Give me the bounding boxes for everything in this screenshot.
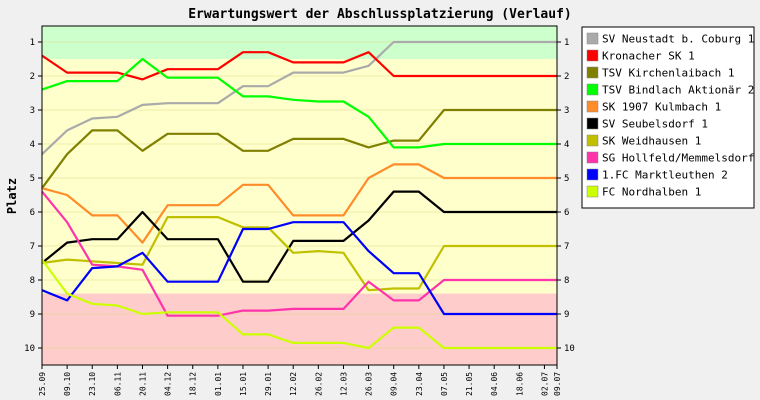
y-tick-label: 6	[564, 208, 569, 218]
y-tick-label: 3	[30, 106, 35, 116]
y-tick-label: 4	[564, 140, 569, 150]
x-tick-label: 18.12	[189, 372, 198, 396]
plot-frame	[41, 25, 558, 366]
legend-entry: SG Hollfeld/Memmelsdorf 1	[602, 152, 760, 165]
x-tick-label: 20.11	[138, 372, 147, 396]
legend-entry: Kronacher SK 1	[602, 50, 695, 63]
y-tick-label: 5	[30, 174, 35, 184]
legend-swatch	[586, 134, 599, 147]
series-line	[41, 108, 557, 189]
y-ticks-left: 1 2 3 4 5 6 7 8 9 10	[24, 38, 42, 354]
legend-swatch	[586, 117, 599, 130]
y-tick-label: 4	[30, 140, 35, 150]
y-tick-label: 8	[30, 276, 35, 286]
x-tick-label: 01.01	[214, 372, 223, 396]
x-tick-label: 26.03	[365, 372, 374, 396]
legend-entry: FC Nordhalben 1	[602, 186, 701, 199]
x-tick-label: 04.12	[164, 372, 173, 396]
x-tick-label: 04.06	[490, 372, 499, 396]
legend-swatch	[586, 32, 599, 45]
y-tick-label: 9	[564, 310, 569, 320]
legend-swatch	[586, 49, 599, 62]
legend-entry: TSV Kirchenlaibach 1	[602, 67, 734, 80]
series-line	[41, 163, 557, 244]
chart-title: Erwartungswert der Abschlussplatzierung …	[188, 7, 572, 22]
y-tick-label: 10	[564, 344, 575, 354]
legend-box	[581, 26, 755, 209]
x-tick-label: 29.01	[264, 372, 273, 396]
legend-swatch	[586, 66, 599, 79]
legend-swatch	[586, 151, 599, 164]
legend-swatch	[586, 100, 599, 113]
x-tick-label: 26.02	[314, 372, 323, 396]
y-tick-label: 1	[564, 38, 569, 48]
y-ticks-right: 1 2 3 4 5 6 7 8 9 10	[557, 38, 575, 354]
x-tick-label: 09.04	[390, 372, 399, 396]
legend-entry: 1.FC Marktleuthen 2	[602, 169, 728, 182]
series-line	[41, 40, 557, 155]
legend-swatch	[586, 83, 599, 96]
legend-entry: TSV Bindlach Aktionär 2	[602, 84, 754, 97]
series-line	[41, 190, 557, 283]
series-line	[41, 57, 557, 149]
x-tick-label: 12.02	[289, 372, 298, 396]
x-tick-label: 21.05	[465, 372, 474, 396]
y-tick-label: 6	[30, 208, 35, 218]
y-tick-label: 3	[564, 106, 569, 116]
y-axis-label: Platz	[5, 178, 19, 214]
y-tick-label: 8	[564, 276, 569, 286]
x-tick-label: 18.06	[515, 372, 524, 396]
series-line	[41, 51, 557, 81]
series-line	[41, 190, 557, 317]
x-tick-label: 23.04	[415, 372, 424, 396]
y-tick-label: 7	[30, 242, 35, 252]
series-lines	[41, 40, 557, 350]
x-tick-label: 02.07	[540, 372, 549, 396]
x-tick-label: 09.07	[553, 372, 562, 396]
series-line	[41, 216, 557, 292]
y-tick-label: 9	[30, 310, 35, 320]
x-tick-label: 15.01	[239, 372, 248, 396]
zone-band	[42, 59, 557, 294]
y-tick-label: 5	[564, 174, 569, 184]
legend-swatch	[586, 185, 599, 198]
legend-swatch	[586, 168, 599, 181]
x-tick-label: 09.10	[63, 372, 72, 396]
x-tick-label: 06.11	[113, 372, 122, 396]
y-tick-label: 7	[564, 242, 569, 252]
x-tick-label: 12.03	[339, 372, 348, 396]
x-tick-label: 23.10	[88, 372, 97, 396]
y-tick-label: 10	[24, 344, 35, 354]
legend-entry: SV Neustadt b. Coburg 1	[602, 33, 754, 46]
legend-entry: SK Weidhausen 1	[602, 135, 701, 148]
x-ticks: 25.09 09.10 23.10 06.11 20.11 04.12 18.12 01.01…	[38, 365, 562, 396]
x-tick-label: 07.05	[440, 372, 449, 396]
legend: SV Neustadt b. Coburg 1 Kronacher SK 1 TSV…	[581, 26, 760, 209]
zone-band	[42, 293, 557, 365]
legend-entry: SV Seubelsdorf 1	[602, 118, 708, 131]
x-tick-label: 25.09	[38, 372, 47, 396]
y-tick-label: 2	[564, 72, 569, 82]
series-line	[41, 258, 557, 350]
y-tick-label: 1	[30, 38, 35, 48]
series-line	[41, 221, 557, 316]
zone-bands	[42, 26, 557, 365]
y-tick-label: 2	[30, 72, 35, 82]
legend-entry: SK 1907 Kulmbach 1	[602, 101, 721, 114]
